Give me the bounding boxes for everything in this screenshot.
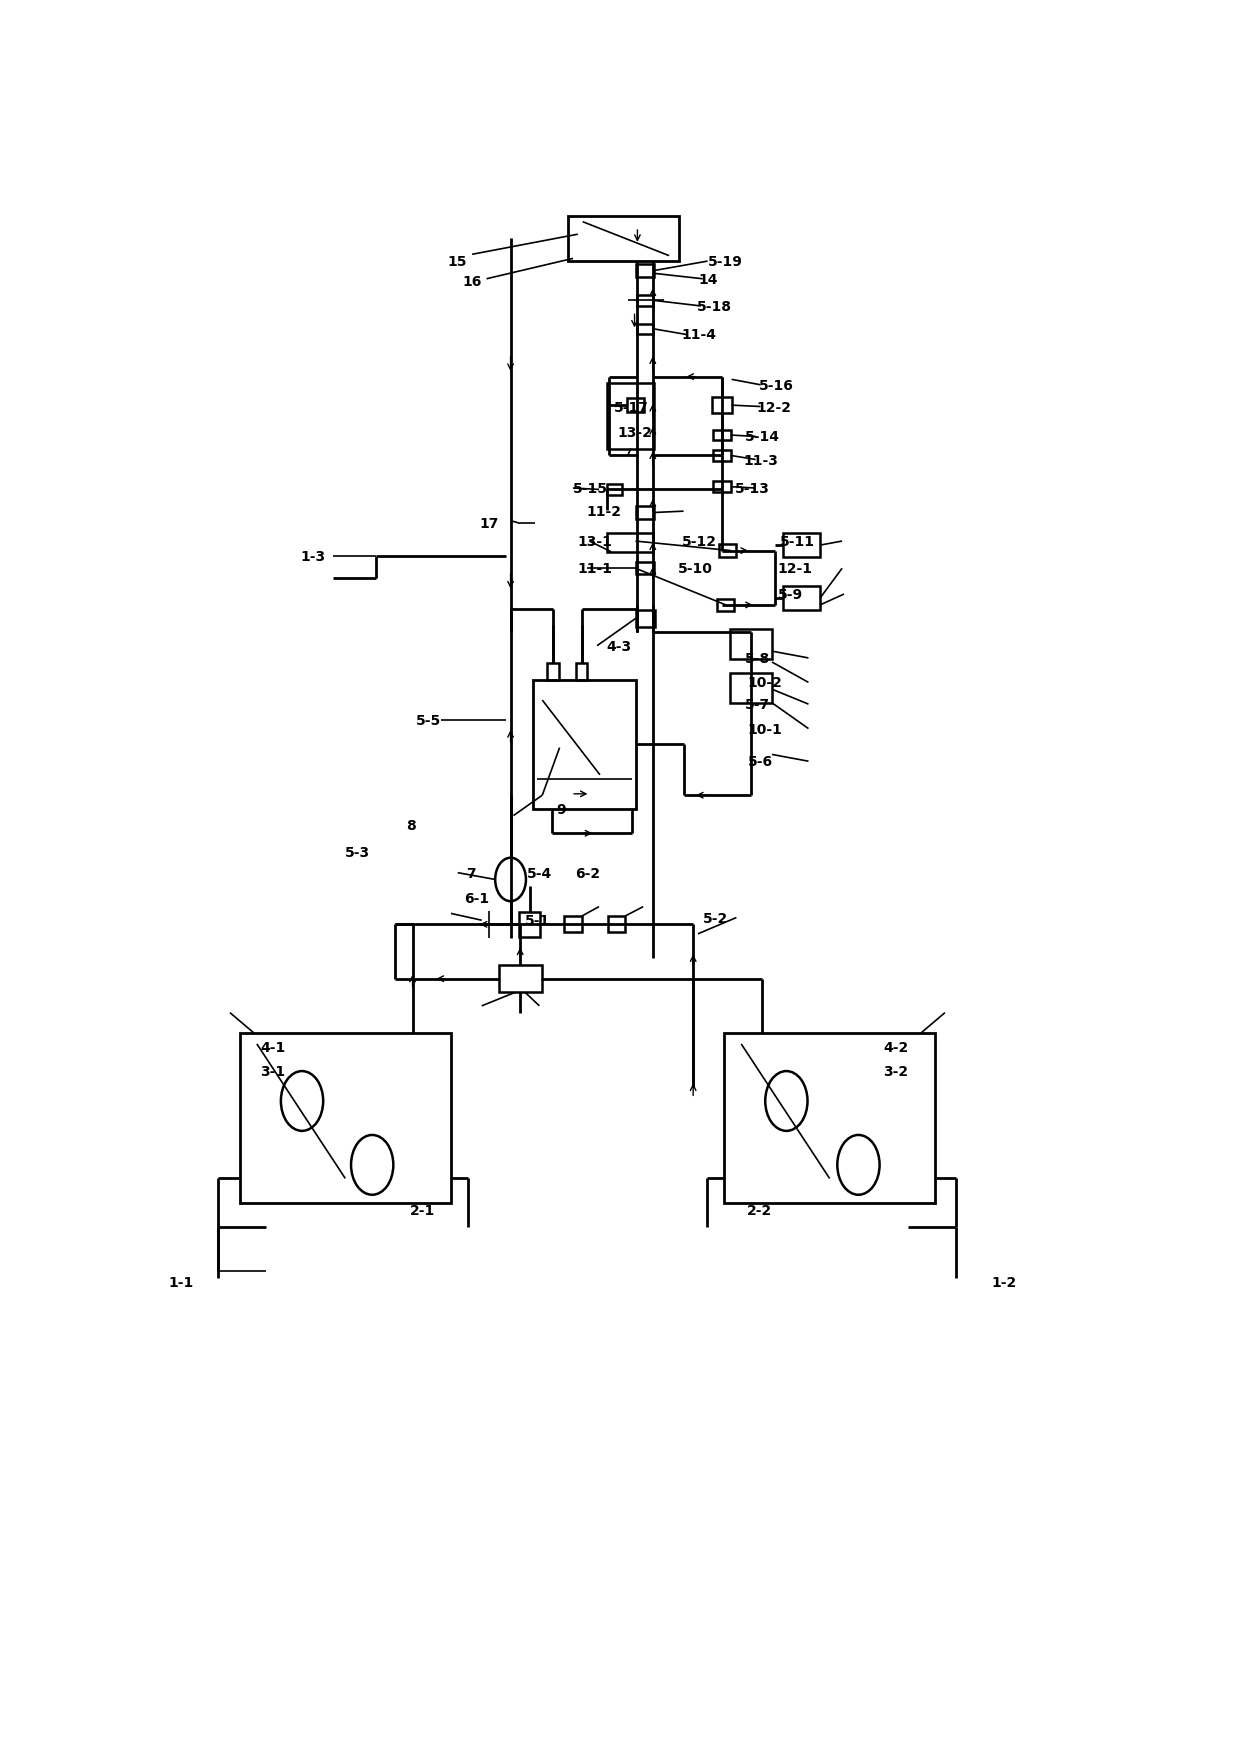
- Bar: [713, 430, 730, 441]
- Text: 5-5: 5-5: [417, 714, 441, 729]
- Text: 15: 15: [448, 256, 467, 268]
- Bar: [713, 452, 730, 462]
- Text: 7: 7: [466, 866, 476, 880]
- Bar: [575, 663, 588, 681]
- Text: 11-3: 11-3: [743, 453, 777, 467]
- Text: 2-2: 2-2: [746, 1203, 773, 1217]
- Text: 16: 16: [463, 275, 481, 289]
- Bar: [784, 533, 820, 557]
- Text: 2-1: 2-1: [409, 1203, 435, 1217]
- Text: 1-1: 1-1: [169, 1275, 193, 1289]
- Text: 13-1: 13-1: [578, 534, 613, 549]
- Text: 3-2: 3-2: [883, 1064, 909, 1078]
- Bar: [712, 397, 732, 415]
- Bar: [568, 217, 678, 261]
- Text: 5-10: 5-10: [678, 563, 713, 575]
- Text: 17: 17: [480, 517, 498, 531]
- Text: 3-1: 3-1: [260, 1064, 285, 1078]
- Text: 11-4: 11-4: [682, 328, 717, 342]
- Bar: [724, 1034, 935, 1203]
- Text: 10-1: 10-1: [748, 721, 782, 736]
- Text: 5-17: 5-17: [614, 400, 649, 415]
- Text: 12-2: 12-2: [756, 400, 791, 415]
- Text: 5-11: 5-11: [780, 534, 815, 549]
- Bar: [637, 325, 652, 335]
- Bar: [498, 965, 542, 993]
- Bar: [784, 587, 820, 610]
- Bar: [239, 1034, 451, 1203]
- Text: 9: 9: [557, 803, 567, 817]
- Text: 1-3: 1-3: [301, 550, 326, 564]
- Text: 5-4: 5-4: [527, 866, 552, 880]
- Text: 5-8: 5-8: [745, 651, 770, 665]
- Text: 5-13: 5-13: [734, 482, 769, 496]
- Text: 5-2: 5-2: [703, 910, 728, 924]
- Text: 8: 8: [405, 818, 415, 833]
- Bar: [564, 917, 582, 933]
- Bar: [719, 545, 737, 557]
- Text: 5-19: 5-19: [708, 256, 743, 268]
- Bar: [606, 385, 653, 450]
- Bar: [627, 399, 644, 413]
- Text: 12-1: 12-1: [777, 563, 812, 575]
- Bar: [635, 610, 655, 628]
- Text: 6-1: 6-1: [465, 893, 490, 907]
- Text: 5-6: 5-6: [748, 755, 773, 769]
- Bar: [608, 917, 625, 933]
- Text: 11-2: 11-2: [587, 505, 621, 519]
- Text: 5-1: 5-1: [525, 914, 551, 928]
- Bar: [606, 533, 652, 552]
- Bar: [606, 485, 622, 496]
- Bar: [533, 681, 636, 810]
- Text: 5-16: 5-16: [759, 379, 794, 393]
- Text: 1-2: 1-2: [991, 1275, 1017, 1289]
- Bar: [729, 674, 773, 704]
- Bar: [520, 912, 541, 937]
- Bar: [713, 482, 730, 492]
- Bar: [547, 663, 558, 681]
- Text: 11-1: 11-1: [578, 563, 613, 575]
- Bar: [717, 600, 734, 612]
- Bar: [636, 265, 653, 277]
- Text: 4-3: 4-3: [606, 639, 632, 653]
- Text: 14: 14: [699, 273, 718, 286]
- Bar: [636, 563, 653, 575]
- Text: 5-18: 5-18: [697, 300, 732, 314]
- Text: 5-7: 5-7: [745, 699, 770, 711]
- Text: 6-2: 6-2: [575, 866, 600, 880]
- Text: 5-3: 5-3: [345, 845, 371, 859]
- Text: 5-14: 5-14: [745, 430, 780, 445]
- Text: 4-1: 4-1: [260, 1041, 285, 1055]
- Text: 10-2: 10-2: [748, 676, 782, 690]
- Text: 5-12: 5-12: [682, 534, 717, 549]
- Text: 13-2: 13-2: [618, 427, 652, 439]
- Text: 5-15: 5-15: [573, 482, 608, 496]
- Bar: [636, 506, 653, 520]
- Text: 5-9: 5-9: [777, 587, 802, 602]
- Bar: [729, 630, 773, 660]
- Text: 4-2: 4-2: [883, 1041, 909, 1055]
- Bar: [637, 296, 652, 307]
